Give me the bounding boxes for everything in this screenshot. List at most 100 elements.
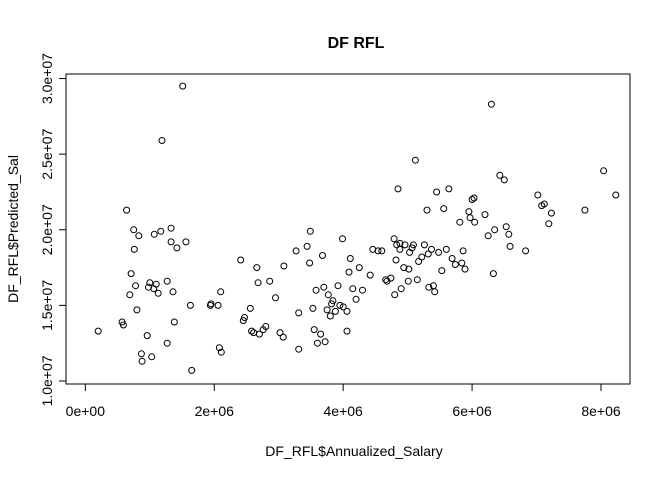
data-point: [391, 291, 399, 299]
data-point: [545, 220, 553, 228]
data-point: [451, 261, 459, 268]
data-point: [334, 282, 342, 290]
data-point: [148, 353, 156, 361]
data-point: [329, 297, 337, 305]
data-point: [163, 277, 171, 285]
y-axis-label: DF_RFL$Predicted_Sal: [5, 155, 21, 303]
data-point: [420, 241, 428, 249]
data-point: [612, 191, 620, 199]
data-point: [154, 289, 162, 297]
data-point: [359, 286, 366, 294]
data-point: [405, 265, 413, 273]
data-point: [331, 307, 339, 315]
x-tick-label: 4e+06: [324, 403, 364, 419]
data-point: [138, 357, 146, 365]
data-point: [167, 238, 175, 246]
data-points: [94, 82, 620, 374]
data-point: [392, 256, 400, 264]
data-point: [241, 314, 248, 321]
data-point: [496, 171, 504, 179]
data-point: [320, 283, 328, 291]
data-point: [248, 327, 256, 335]
data-point: [272, 294, 279, 302]
data-point: [182, 238, 190, 246]
data-point: [306, 259, 314, 267]
data-point: [339, 235, 346, 243]
data-point: [442, 245, 450, 253]
data-point: [600, 167, 608, 175]
data-point: [465, 208, 473, 216]
plot-frame: [65, 73, 631, 385]
data-point: [404, 277, 412, 285]
data-point: [396, 239, 404, 247]
y-tick-label: 2.5e+07: [39, 128, 55, 179]
data-point: [310, 326, 318, 334]
data-point: [157, 227, 165, 235]
x-tick-label: 2e+06: [195, 403, 235, 419]
y-tick-label: 1.5e+07: [39, 280, 55, 331]
data-point: [345, 268, 353, 276]
data-point: [540, 200, 548, 208]
data-point: [461, 265, 469, 273]
data-point: [170, 318, 178, 326]
data-point: [484, 232, 492, 240]
data-point: [135, 232, 143, 240]
data-point: [445, 185, 453, 193]
data-point: [448, 255, 456, 262]
data-point: [313, 339, 321, 347]
data-point: [346, 255, 354, 262]
x-tick-label: 6e+06: [452, 403, 492, 419]
x-tick-label: 0e+00: [66, 403, 106, 419]
data-point: [390, 235, 398, 243]
data-point: [323, 306, 331, 314]
data-point: [401, 241, 409, 249]
x-axis: 0e+00 2e+06 4e+06 6e+06 8e+06: [66, 383, 621, 419]
data-point: [292, 247, 300, 255]
data-point: [146, 279, 154, 287]
data-point: [581, 206, 589, 214]
data-point: [150, 230, 158, 238]
data-point: [319, 252, 326, 259]
data-point: [123, 206, 131, 214]
data-point: [126, 291, 134, 299]
data-point: [470, 194, 478, 202]
data-point: [207, 300, 215, 308]
data-point: [428, 245, 435, 253]
data-point: [214, 301, 222, 309]
data-point: [295, 309, 303, 317]
data-point: [237, 256, 245, 264]
data-point: [491, 226, 499, 234]
data-point: [423, 206, 431, 214]
data-point: [393, 241, 401, 249]
data-point: [411, 156, 419, 164]
data-point: [396, 245, 404, 253]
data-point: [173, 244, 181, 252]
data-point: [127, 270, 135, 278]
data-point: [328, 300, 336, 308]
data-point: [387, 274, 395, 282]
data-point: [456, 218, 464, 226]
data-point: [324, 291, 332, 299]
data-point: [500, 176, 508, 184]
data-point: [471, 218, 479, 226]
data-point: [266, 277, 274, 285]
y-tick-label: 1.0e+07: [39, 355, 55, 406]
data-point: [374, 247, 382, 255]
data-point: [413, 276, 421, 284]
data-point: [547, 209, 555, 217]
data-point: [502, 223, 510, 231]
data-point: [253, 264, 261, 272]
data-point: [217, 348, 225, 356]
data-point: [94, 327, 102, 335]
data-point: [378, 247, 386, 255]
data-point: [409, 241, 417, 249]
data-point: [425, 283, 433, 291]
data-point: [415, 258, 423, 265]
data-point: [505, 230, 513, 238]
data-point: [169, 288, 177, 296]
data-point: [440, 205, 448, 213]
data-point: [143, 332, 151, 340]
data-point: [152, 280, 160, 288]
y-axis: 1.0e+07 1.5e+07 2.0e+07 2.5e+07 3.0e+07: [39, 53, 67, 406]
